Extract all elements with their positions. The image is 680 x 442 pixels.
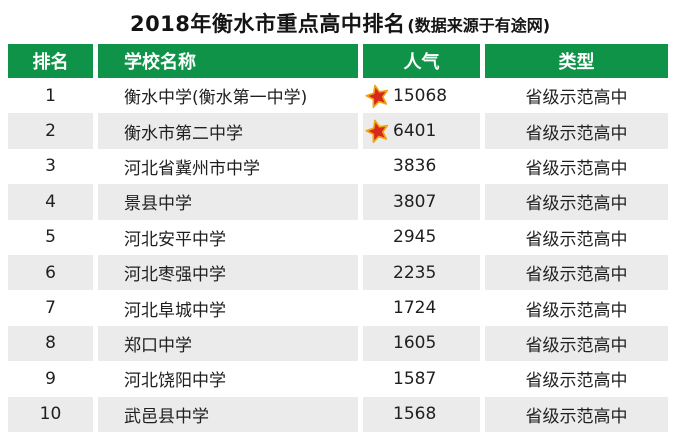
table-row: 4 景县中学 3807 省级示范高中 (8, 184, 668, 220)
popularity-cell: 1724 (363, 290, 480, 326)
star-icon (362, 116, 392, 146)
table-row: 10 武邑县中学 1568 省级示范高中 (8, 396, 668, 432)
popularity-value: 3807 (393, 191, 437, 212)
table-row: 6 河北枣强中学 2235 省级示范高中 (8, 254, 668, 291)
table-header-row: 排名 学校名称 人气 类型 (8, 44, 668, 78)
school-cell: 郑口中学 (98, 325, 358, 362)
type-cell: 省级示范高中 (485, 113, 668, 149)
table-row: 1 衡水中学(衡水第一中学) 15068 省级示范高中 (8, 78, 668, 114)
rank-cell: 5 (8, 219, 93, 255)
type-cell: 省级示范高中 (485, 325, 668, 362)
table-row: 5 河北安平中学 2945 省级示范高中 (8, 219, 668, 255)
popularity-cell: 15068 (362, 78, 480, 114)
table-row: 8 郑口中学 1605 省级示范高中 (8, 325, 668, 362)
popularity-cell: 2945 (363, 219, 480, 255)
popularity-cell: 1605 (363, 325, 480, 362)
ranking-table: 排名 学校名称 人气 类型 1 衡水中学(衡水第一中学) 15068 省级示范高… (8, 44, 668, 432)
school-cell: 衡水市第二中学 (98, 113, 358, 149)
page-title: 2018年衡水市重点高中排名 (数据来源于有途网) (0, 8, 680, 38)
popularity-value: 1605 (393, 333, 437, 354)
popularity-cell: 1568 (363, 396, 480, 432)
popularity-value: 6401 (393, 121, 437, 142)
rank-cell: 10 (8, 396, 93, 432)
table-row: 2 衡水市第二中学 6401 省级示范高中 (8, 113, 668, 149)
page-title-main: 2018年衡水市重点高中排名 (129, 12, 406, 36)
rank-cell: 4 (8, 184, 93, 220)
school-cell: 河北阜城中学 (98, 290, 358, 326)
popularity-value: 2235 (393, 262, 437, 283)
popularity-cell: 1587 (363, 361, 480, 397)
school-cell: 河北省冀州市中学 (98, 148, 358, 185)
popularity-cell: 6401 (362, 113, 480, 149)
table-body: 1 衡水中学(衡水第一中学) 15068 省级示范高中 2 衡水市第二中学 64… (8, 78, 668, 432)
school-cell: 河北安平中学 (98, 219, 358, 255)
type-cell: 省级示范高中 (485, 219, 668, 255)
type-cell: 省级示范高中 (485, 396, 668, 432)
type-cell: 省级示范高中 (485, 254, 668, 291)
school-cell: 河北枣强中学 (98, 254, 358, 291)
table-row: 3 河北省冀州市中学 3836 省级示范高中 (8, 148, 668, 185)
header-school: 学校名称 (98, 44, 358, 78)
table-row: 9 河北饶阳中学 1587 省级示范高中 (8, 361, 668, 397)
type-cell: 省级示范高中 (485, 184, 668, 220)
header-popularity: 人气 (363, 44, 480, 78)
rank-cell: 1 (8, 78, 93, 114)
rank-cell: 7 (8, 290, 93, 326)
school-cell: 衡水中学(衡水第一中学) (98, 78, 358, 114)
header-type: 类型 (485, 44, 668, 78)
rank-cell: 3 (8, 148, 93, 185)
type-cell: 省级示范高中 (485, 148, 668, 185)
type-cell: 省级示范高中 (485, 361, 668, 397)
popularity-value: 1724 (393, 298, 437, 319)
school-cell: 景县中学 (98, 184, 358, 220)
popularity-value: 1568 (393, 404, 437, 425)
popularity-cell: 2235 (363, 254, 480, 291)
school-cell: 武邑县中学 (98, 396, 358, 432)
rank-cell: 2 (8, 113, 93, 149)
page-title-source: (数据来源于有途网) (407, 16, 551, 35)
rank-cell: 6 (8, 254, 93, 291)
table-row: 7 河北阜城中学 1724 省级示范高中 (8, 290, 668, 326)
popularity-value: 15068 (393, 85, 448, 106)
type-cell: 省级示范高中 (485, 290, 668, 326)
header-rank: 排名 (8, 44, 93, 78)
popularity-value: 2945 (393, 227, 437, 248)
star-icon (362, 81, 392, 111)
rank-cell: 9 (8, 361, 93, 397)
popularity-value: 3836 (393, 156, 437, 177)
rank-cell: 8 (8, 325, 93, 362)
type-cell: 省级示范高中 (485, 78, 668, 114)
popularity-value: 1587 (393, 368, 437, 389)
school-cell: 河北饶阳中学 (98, 361, 358, 397)
popularity-cell: 3836 (363, 148, 480, 185)
popularity-cell: 3807 (363, 184, 480, 220)
